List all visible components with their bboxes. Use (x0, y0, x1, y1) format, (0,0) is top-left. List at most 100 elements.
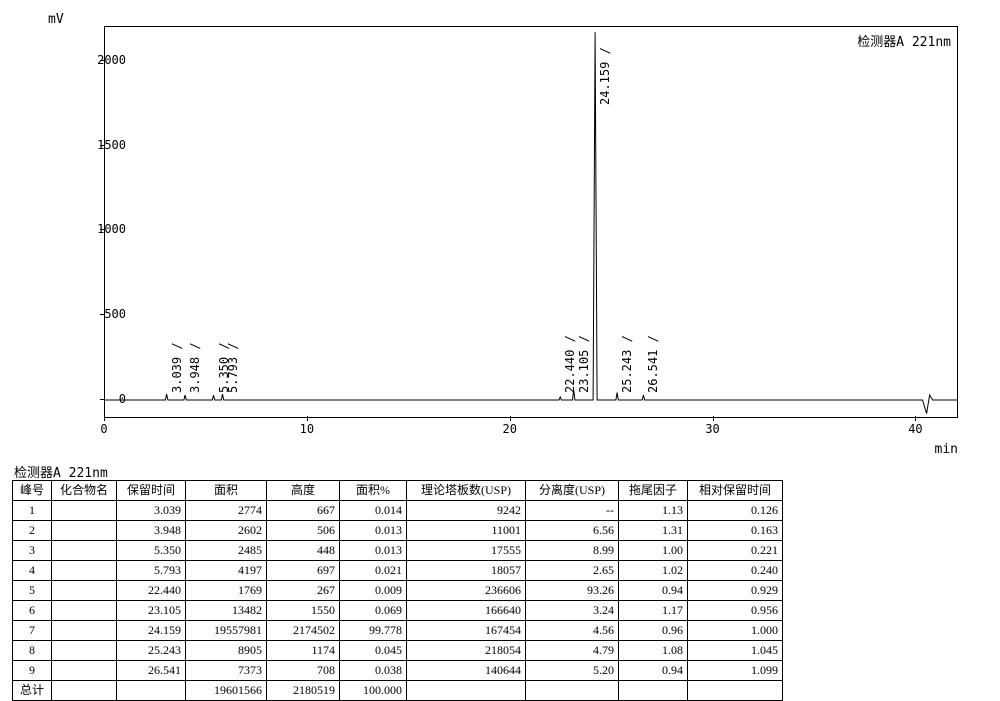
peak-label: 26.541 / (646, 335, 660, 393)
table-cell: 24.159 (117, 621, 186, 641)
table-row: 45.79341976970.021180572.651.020.240 (13, 561, 783, 581)
y-axis-unit: mV (48, 12, 64, 27)
table-cell: 3.948 (117, 521, 186, 541)
table-cell: 0.013 (340, 521, 407, 541)
table-cell: 140644 (407, 661, 526, 681)
table-cell: 2485 (186, 541, 267, 561)
table-cell: 13482 (186, 601, 267, 621)
y-tick-label: 500 (104, 307, 126, 321)
table-cell (407, 681, 526, 701)
chromatogram-report: mV min 检测器A 221nm 0500100015002000 01020… (12, 12, 988, 689)
table-cell (117, 681, 186, 701)
table-cell: 1.099 (688, 661, 783, 681)
table-cell: 3.039 (117, 501, 186, 521)
table-cell: 23.105 (117, 601, 186, 621)
table-cell (52, 501, 117, 521)
table-cell: 1.08 (619, 641, 688, 661)
table-cell: 0.038 (340, 661, 407, 681)
table-cell: 218054 (407, 641, 526, 661)
table-cell: 0.009 (340, 581, 407, 601)
table-cell: 18057 (407, 561, 526, 581)
table-column-header: 面积% (340, 481, 407, 501)
table-cell: 0.96 (619, 621, 688, 641)
table-cell (52, 681, 117, 701)
table-cell: 17555 (407, 541, 526, 561)
table-cell: 5.350 (117, 541, 186, 561)
table-cell: 1 (13, 501, 52, 521)
table-column-header: 分离度(USP) (526, 481, 619, 501)
table-cell: 2.65 (526, 561, 619, 581)
table-cell: 0.221 (688, 541, 783, 561)
table-cell: 1.17 (619, 601, 688, 621)
table-cell (526, 681, 619, 701)
table-cell: 9 (13, 661, 52, 681)
table-cell: 8 (13, 641, 52, 661)
table-cell: 167454 (407, 621, 526, 641)
peak-label: 22.440 / (563, 335, 577, 393)
table-cell: 5.20 (526, 661, 619, 681)
table-cell: 2174502 (267, 621, 340, 641)
peak-table-header-row: 峰号化合物名保留时间面积高度面积%理论塔板数(USP)分离度(USP)拖尾因子相… (13, 481, 783, 501)
table-cell: 0.045 (340, 641, 407, 661)
table-row: 825.243890511740.0452180544.791.081.045 (13, 641, 783, 661)
table-cell: 4 (13, 561, 52, 581)
table-column-header: 拖尾因子 (619, 481, 688, 501)
table-cell: 0.94 (619, 581, 688, 601)
table-cell: 0.069 (340, 601, 407, 621)
table-cell: 0.956 (688, 601, 783, 621)
table-cell: 22.440 (117, 581, 186, 601)
table-cell: 0.929 (688, 581, 783, 601)
table-cell: 19601566 (186, 681, 267, 701)
x-tick-label: 20 (500, 422, 520, 436)
table-cell: 0.013 (340, 541, 407, 561)
x-tick-label: 40 (905, 422, 925, 436)
table-cell: 1.045 (688, 641, 783, 661)
table-row: 724.15919557981217450299.7781674544.560.… (13, 621, 783, 641)
peak-table-body: 13.03927746670.0149242--1.130.12623.9482… (13, 501, 783, 701)
table-cell: 99.778 (340, 621, 407, 641)
table-cell (52, 621, 117, 641)
table-cell: 5 (13, 581, 52, 601)
x-tick-label: 10 (297, 422, 317, 436)
x-axis-unit: min (935, 442, 958, 457)
table-cell: 5.793 (117, 561, 186, 581)
table-cell: 267 (267, 581, 340, 601)
peak-table: 峰号化合物名保留时间面积高度面积%理论塔板数(USP)分离度(USP)拖尾因子相… (12, 480, 783, 701)
table-cell: 1174 (267, 641, 340, 661)
table-cell (688, 681, 783, 701)
table-cell: 0.240 (688, 561, 783, 581)
table-cell: 2774 (186, 501, 267, 521)
table-cell: 0.163 (688, 521, 783, 541)
table-cell: 1550 (267, 601, 340, 621)
table-cell: 3.24 (526, 601, 619, 621)
table-cell: 6.56 (526, 521, 619, 541)
table-cell: 2180519 (267, 681, 340, 701)
table-row: 623.1051348215500.0691666403.241.170.956 (13, 601, 783, 621)
x-tick-label: 0 (94, 422, 114, 436)
table-cell (52, 521, 117, 541)
table-cell: 100.000 (340, 681, 407, 701)
table-cell: 1.00 (619, 541, 688, 561)
table-cell: -- (526, 501, 619, 521)
table-row: 23.94826025060.013110016.561.310.163 (13, 521, 783, 541)
table-cell: 236606 (407, 581, 526, 601)
table-cell (52, 601, 117, 621)
table-cell: 4.56 (526, 621, 619, 641)
table-cell: 667 (267, 501, 340, 521)
table-cell: 11001 (407, 521, 526, 541)
table-cell: 8.99 (526, 541, 619, 561)
table-total-label: 总计 (13, 681, 52, 701)
table-cell: 448 (267, 541, 340, 561)
table-cell: 25.243 (117, 641, 186, 661)
table-cell: 93.26 (526, 581, 619, 601)
table-cell: 1.000 (688, 621, 783, 641)
table-cell: 0.014 (340, 501, 407, 521)
table-column-header: 面积 (186, 481, 267, 501)
table-cell: 1.02 (619, 561, 688, 581)
table-cell: 19557981 (186, 621, 267, 641)
peak-label: 5.793 / (226, 342, 240, 393)
table-column-header: 化合物名 (52, 481, 117, 501)
table-row: 35.35024854480.013175558.991.000.221 (13, 541, 783, 561)
table-column-header: 相对保留时间 (688, 481, 783, 501)
table-cell: 0.126 (688, 501, 783, 521)
